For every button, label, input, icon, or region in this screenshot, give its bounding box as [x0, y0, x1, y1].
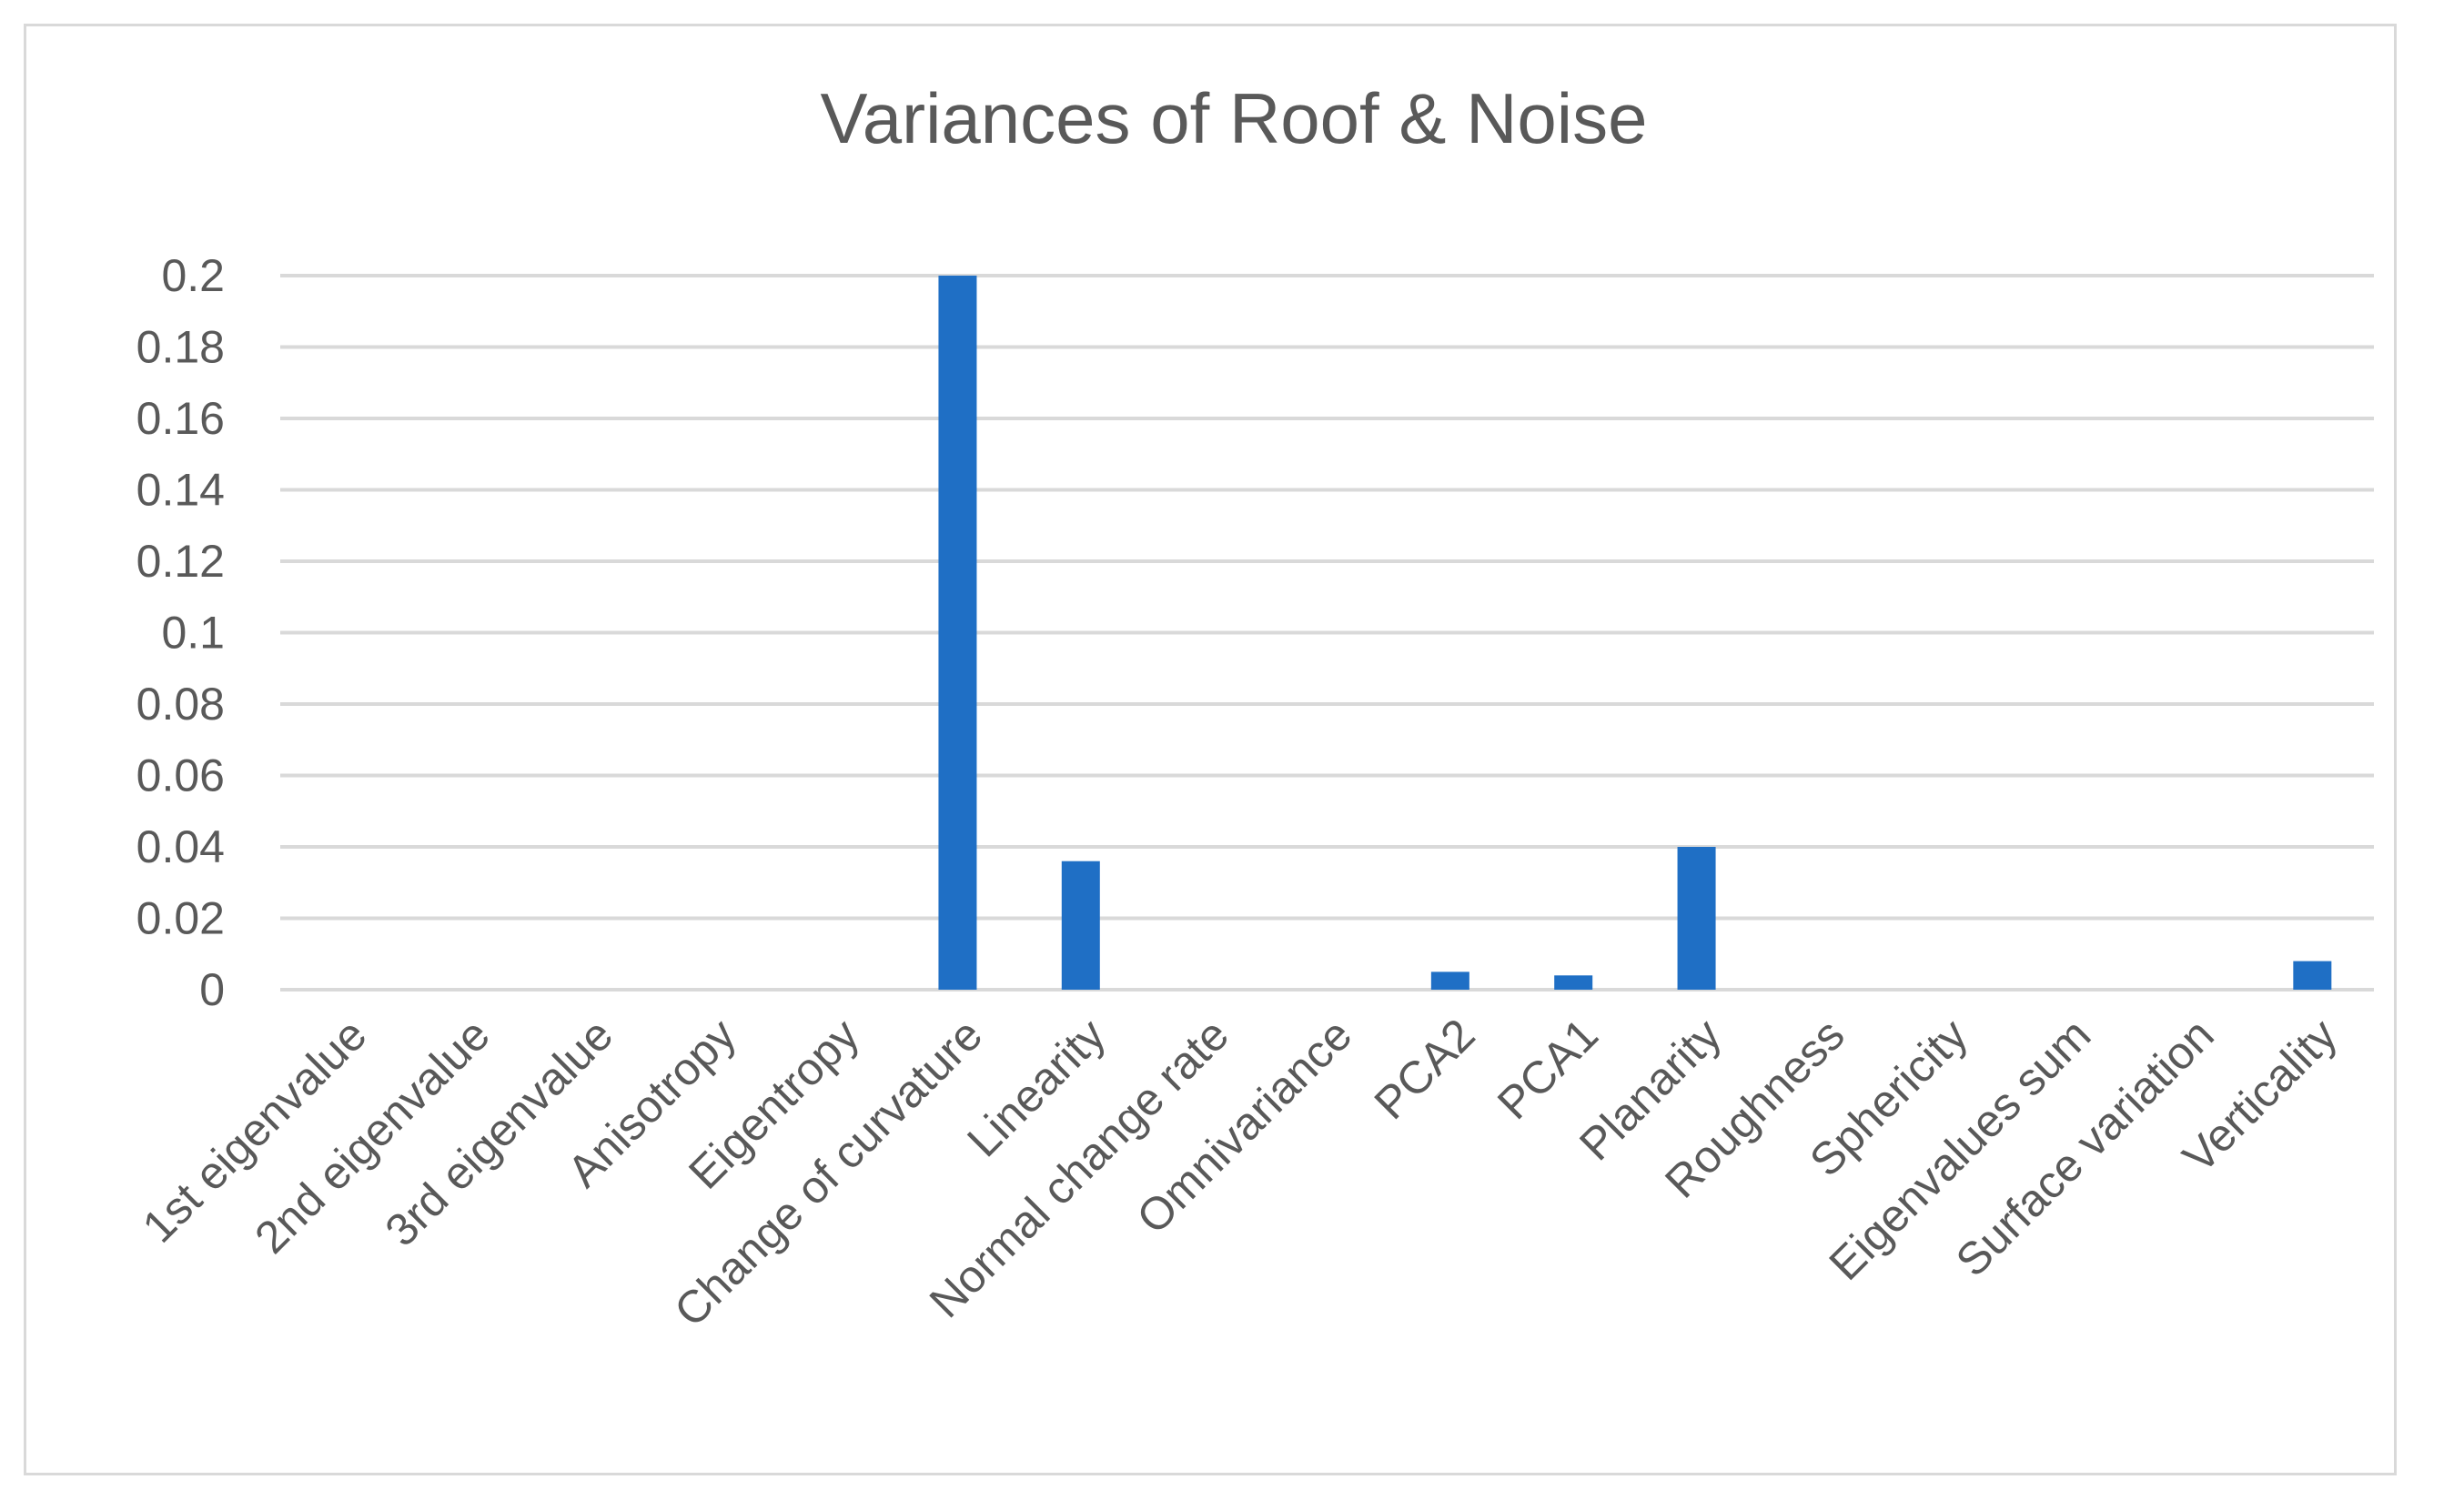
bar [1554, 975, 1593, 990]
bars [938, 276, 2332, 990]
x-tick-label: PCA1 [1488, 1009, 1608, 1129]
y-tick-label: 0.16 [136, 393, 225, 444]
y-tick-label: 0.04 [136, 821, 225, 872]
chart-frame: Variances of Roof & Noise 0 0.02 0.04 0.06 0… [24, 24, 2397, 1475]
y-tick-label: 0.1 [161, 608, 225, 659]
y-tick-label: 0.08 [136, 679, 225, 730]
y-tick-label: 0.06 [136, 750, 225, 801]
chart-title: Variances of Roof & Noise [821, 78, 1648, 158]
x-tick-label: 1st eigenvalue [133, 1009, 377, 1253]
gridlines [280, 274, 2374, 992]
bar [1430, 971, 1469, 990]
bar-chart: Variances of Roof & Noise 00.020.040.060… [133, 78, 2374, 1336]
y-tick-label: 0 [199, 964, 225, 1015]
bar [1061, 861, 1100, 990]
y-tick-label: 0.2 [161, 250, 225, 301]
bar [2293, 961, 2332, 990]
y-tick-label: 0.18 [136, 322, 225, 373]
bar [1677, 847, 1716, 990]
y-tick-label: 0.12 [136, 536, 225, 587]
x-tick-label: Omnivariance [1127, 1009, 1362, 1243]
y-axis-tick-labels: 0 0.02 0.04 0.06 0.08 0.1 0.12 0.14 0.16 0.18 0.2 [136, 250, 225, 1015]
y-tick-label: 0.02 [136, 893, 225, 944]
x-tick-label: PCA2 [1365, 1009, 1485, 1129]
y-tick-label: 0.14 [136, 465, 225, 516]
bar [938, 276, 977, 990]
